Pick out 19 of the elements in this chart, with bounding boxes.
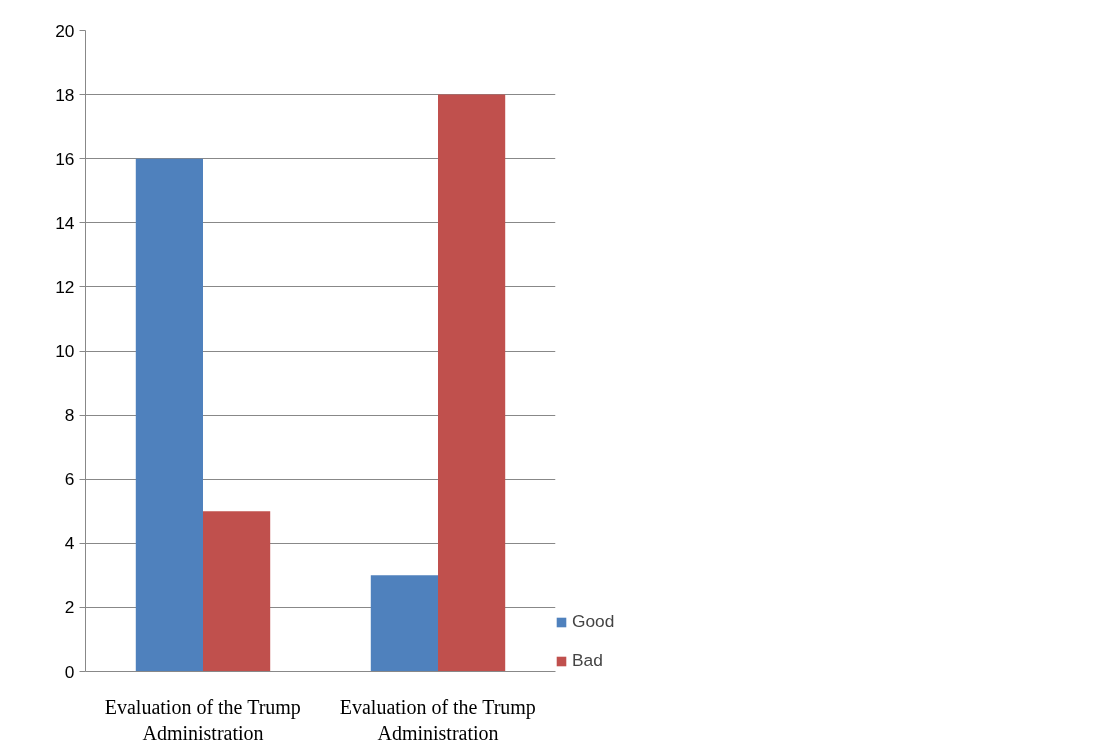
y-tick-label: 2: [64, 597, 75, 618]
y-tick-label: 0: [64, 661, 75, 682]
bar: [370, 575, 438, 672]
legend-label: Bad: [572, 650, 603, 671]
bar: [135, 158, 203, 672]
y-tick-label: 6: [64, 469, 75, 490]
bar: [203, 511, 271, 672]
y-tick-label: 14: [55, 212, 75, 233]
y-tick-label: 4: [64, 533, 75, 554]
y-tick-label: 16: [55, 148, 75, 169]
y-tick-label: 18: [55, 84, 75, 105]
x-tick-label: Evaluation of the Trump Administration: [339, 695, 536, 744]
y-tick-label: 8: [64, 405, 75, 426]
y-tick-label: 12: [55, 276, 75, 297]
x-tick-label: Evaluation of the Trump Administration: [104, 695, 301, 744]
legend-label: Good: [572, 611, 615, 632]
bar: [438, 94, 506, 672]
y-tick-label: 20: [55, 20, 75, 41]
y-tick-label: 10: [55, 341, 75, 361]
